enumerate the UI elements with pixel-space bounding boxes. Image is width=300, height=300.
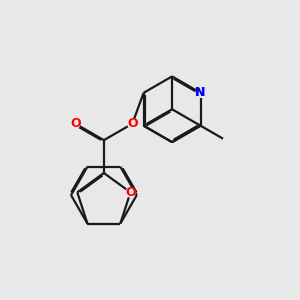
Circle shape <box>223 136 235 148</box>
Circle shape <box>128 119 137 128</box>
Text: O: O <box>70 117 81 130</box>
Circle shape <box>196 88 205 98</box>
Text: N: N <box>195 86 206 99</box>
Circle shape <box>126 188 135 197</box>
Text: O: O <box>125 186 136 199</box>
Text: O: O <box>127 117 138 130</box>
Text: N: N <box>195 86 206 99</box>
Circle shape <box>71 119 80 128</box>
